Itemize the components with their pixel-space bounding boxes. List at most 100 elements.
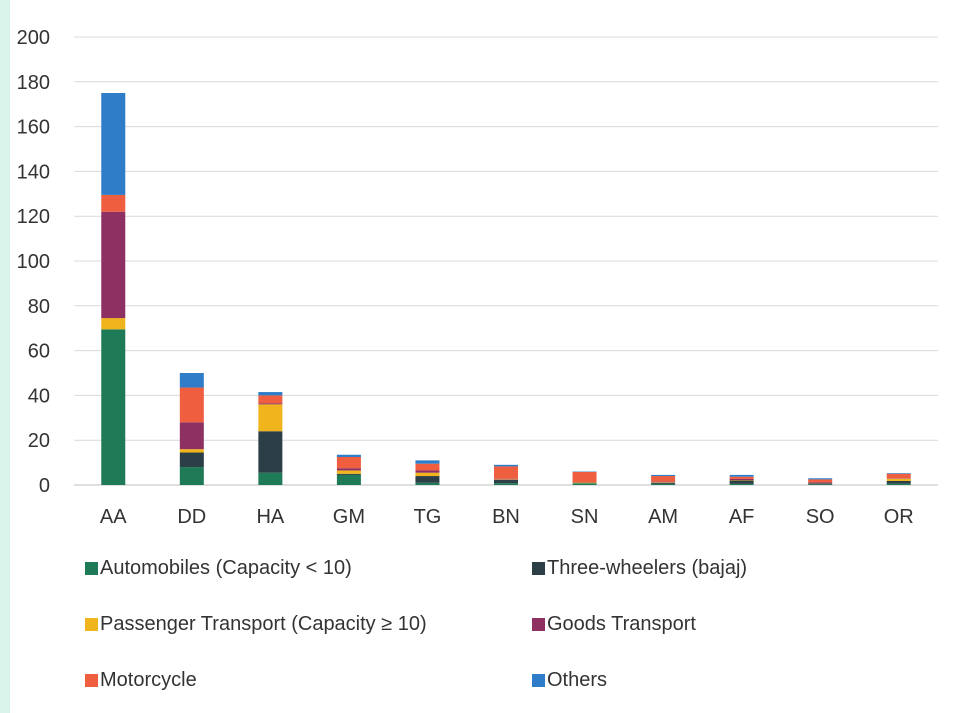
y-axis-tick-labels: 0 20 40 60 80 100 120 140 160 180 200 xyxy=(17,27,50,497)
x-tick-label-AM: AM xyxy=(648,506,678,528)
bar-segment-OR-0 xyxy=(886,483,911,485)
legend-item-3: Goods Transport xyxy=(532,613,696,635)
bar-segment-AF-3 xyxy=(729,478,754,481)
bars xyxy=(101,93,911,485)
bar-segment-AA-2 xyxy=(101,318,126,330)
y-tick-label: 100 xyxy=(17,251,50,273)
legend: Automobiles (Capacity < 10) Three-wheeler… xyxy=(85,557,747,691)
bar-segment-SO-5 xyxy=(808,478,833,480)
stacked-bar-chart: 0 20 40 60 80 100 120 140 160 180 200 AA DD HA GM TG BN… xyxy=(17,27,938,691)
x-tick-label-BN: BN xyxy=(492,506,520,528)
bar-segment-AM-0 xyxy=(651,483,676,485)
bar-segment-DD-3 xyxy=(179,422,204,450)
legend-swatch xyxy=(85,562,98,575)
chart-panel: 0 20 40 60 80 100 120 140 160 180 200 AA DD HA GM TG BN… xyxy=(10,0,953,713)
bar-segment-SO-0 xyxy=(808,484,833,485)
bar-segment-AA-0 xyxy=(101,329,126,485)
bar-segment-DD-0 xyxy=(179,467,204,485)
bar-segment-AA-3 xyxy=(101,211,126,319)
x-tick-label-GM: GM xyxy=(333,506,365,528)
x-tick-label-SN: SN xyxy=(571,506,599,528)
bar-segment-SN-4 xyxy=(572,472,597,483)
bar-segment-GM-4 xyxy=(336,457,361,469)
bar-segment-AM-3 xyxy=(651,481,676,483)
legend-label: Three-wheelers (bajaj) xyxy=(547,557,747,579)
bar-segment-SO-1 xyxy=(808,483,833,485)
bar-segment-DD-1 xyxy=(179,452,204,468)
bar-segment-TG-1 xyxy=(415,476,440,483)
bar-segment-BN-0 xyxy=(494,483,518,485)
bar-segment-OR-5 xyxy=(886,473,911,474)
bar-segment-GM-2 xyxy=(336,470,361,474)
y-tick-label: 160 xyxy=(17,117,50,139)
bar-segment-BN-3 xyxy=(494,478,518,480)
bar-segment-HA-4 xyxy=(258,395,283,404)
bar-segment-AF-1 xyxy=(729,480,754,484)
y-tick-label: 0 xyxy=(39,475,50,497)
bar-segment-OR-4 xyxy=(886,473,911,479)
bar-segment-DD-5 xyxy=(179,373,204,388)
bar-segment-TG-5 xyxy=(415,460,440,464)
x-tick-label-DD: DD xyxy=(177,506,206,528)
bar-segment-AF-4 xyxy=(729,476,754,479)
legend-label: Others xyxy=(547,669,607,691)
bar-segment-OR-2 xyxy=(886,478,911,481)
x-axis-tick-labels: AA DD HA GM TG BN SN AM AF SO OR xyxy=(100,506,914,528)
bar-segment-AA-4 xyxy=(101,194,126,212)
bar-segment-TG-4 xyxy=(415,463,440,471)
bar-segment-SO-4 xyxy=(808,479,833,483)
legend-item-1: Three-wheelers (bajaj) xyxy=(532,557,747,579)
bar-segment-HA-3 xyxy=(258,403,283,405)
legend-swatch xyxy=(532,618,545,631)
y-tick-label: 180 xyxy=(17,72,50,94)
y-tick-label: 60 xyxy=(28,341,50,363)
legend-swatch xyxy=(532,562,545,575)
x-tick-label-AA: AA xyxy=(100,506,127,528)
bar-segment-GM-5 xyxy=(336,454,361,457)
bar-segment-AM-1 xyxy=(651,482,676,484)
legend-swatch xyxy=(532,674,545,687)
bar-segment-DD-2 xyxy=(179,449,204,453)
x-tick-label-SO: SO xyxy=(806,506,835,528)
x-tick-label-AF: AF xyxy=(729,506,755,528)
bar-segment-SN-2 xyxy=(572,482,597,484)
legend-label: Passenger Transport (Capacity ≥ 10) xyxy=(100,613,427,635)
bar-segment-GM-0 xyxy=(336,474,361,485)
bar-segment-SO-3 xyxy=(808,482,833,484)
bar-segment-GM-3 xyxy=(336,468,361,471)
y-tick-label: 20 xyxy=(28,430,50,452)
bar-segment-AM-5 xyxy=(651,474,676,477)
bar-segment-AA-5 xyxy=(101,93,126,195)
bar-segment-AM-4 xyxy=(651,476,676,482)
y-tick-label: 140 xyxy=(17,161,50,183)
bar-segment-BN-5 xyxy=(494,464,518,467)
bar-segment-TG-0 xyxy=(415,482,440,485)
bar-segment-AF-5 xyxy=(729,474,754,477)
bar-segment-TG-3 xyxy=(415,470,440,473)
y-tick-label: 200 xyxy=(17,27,50,49)
bar-segment-DD-4 xyxy=(179,387,204,423)
bar-segment-GM-1 xyxy=(336,473,361,475)
legend-item-2: Passenger Transport (Capacity ≥ 10) xyxy=(85,613,427,635)
bar-segment-SN-0 xyxy=(572,483,597,485)
legend-swatch xyxy=(85,674,98,687)
legend-swatch xyxy=(85,618,98,631)
bar-segment-BN-1 xyxy=(494,479,518,484)
legend-label: Goods Transport xyxy=(547,613,696,635)
bar-segment-HA-2 xyxy=(258,404,283,432)
legend-item-5: Others xyxy=(532,669,607,691)
x-tick-label-OR: OR xyxy=(884,506,914,528)
legend-label: Automobiles (Capacity < 10) xyxy=(100,557,352,579)
legend-label: Motorcycle xyxy=(100,669,197,691)
bar-segment-OR-1 xyxy=(886,480,911,484)
x-tick-label-TG: TG xyxy=(414,506,442,528)
x-tick-label-HA: HA xyxy=(256,506,284,528)
bar-segment-HA-5 xyxy=(258,392,283,396)
bar-segment-HA-0 xyxy=(258,472,283,485)
legend-item-0: Automobiles (Capacity < 10) xyxy=(85,557,352,579)
y-tick-label: 120 xyxy=(17,206,50,228)
bar-segment-AF-0 xyxy=(729,483,754,485)
bar-segment-TG-2 xyxy=(415,472,440,477)
legend-item-4: Motorcycle xyxy=(85,669,197,691)
y-tick-label: 80 xyxy=(28,296,50,318)
